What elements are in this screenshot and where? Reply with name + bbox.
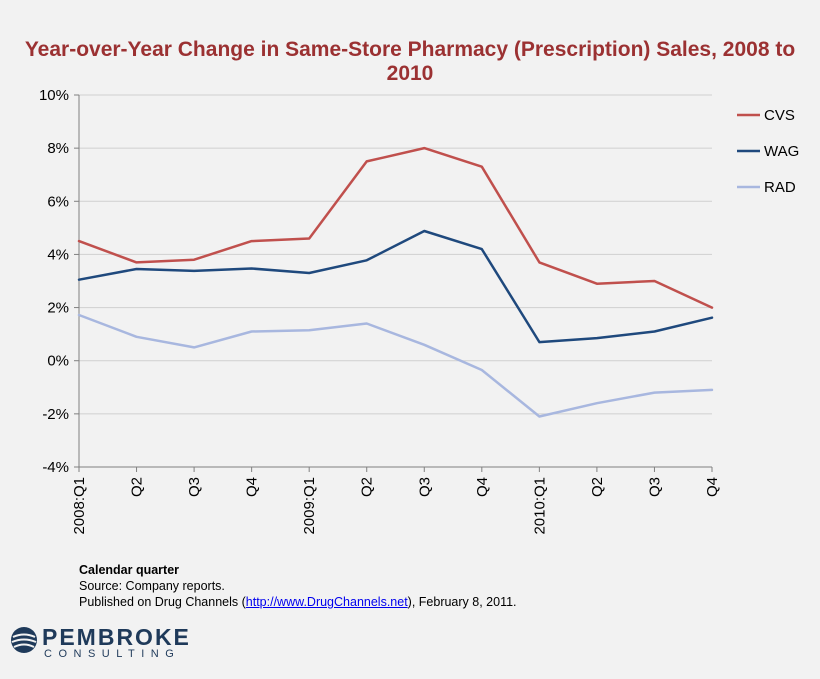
x-tick-label: Q2 bbox=[589, 477, 606, 497]
logo-name: PEMBROKE bbox=[42, 624, 191, 650]
published-note: Published on Drug Channels (http://www.D… bbox=[79, 594, 517, 610]
x-tick-label: 2010:Q1 bbox=[531, 477, 548, 535]
axes: -4% -2% 0% 2% 4% 6% 8% 10% 2008:Q1 Q2 Q3 Q4 2009:Q1 Q… bbox=[39, 87, 721, 535]
chart-title: Year-over-Year Change in Same-Store Phar… bbox=[24, 38, 796, 85]
x-tick-label: Q4 bbox=[474, 477, 491, 497]
logo-subtitle: CONSULTING bbox=[44, 648, 181, 660]
gridlines bbox=[79, 94, 712, 468]
x-tick-label: 2008:Q1 bbox=[71, 477, 88, 535]
series-lines bbox=[77, 146, 714, 418]
x-axis-label: Calendar quarter bbox=[79, 563, 180, 577]
y-tick-label: 2% bbox=[47, 300, 69, 317]
y-tick-label: 6% bbox=[47, 193, 69, 210]
source-note: Source: Company reports. bbox=[79, 579, 225, 593]
x-tick-label: Q3 bbox=[186, 477, 203, 497]
x-tick-label: 2009:Q1 bbox=[301, 477, 318, 535]
legend-label-wag: WAG bbox=[764, 143, 799, 160]
legend: CVS WAG RAD bbox=[737, 107, 799, 196]
y-tick-label: 4% bbox=[47, 246, 69, 263]
plot-area bbox=[79, 95, 712, 467]
y-tick-label: -4% bbox=[42, 459, 69, 476]
legend-label-rad: RAD bbox=[764, 179, 796, 196]
y-tick-label: 8% bbox=[47, 140, 69, 157]
x-tick-label: Q3 bbox=[416, 477, 433, 497]
x-tick-label: Q3 bbox=[646, 477, 663, 497]
x-tick-label: Q2 bbox=[129, 477, 146, 497]
published-prefix: Published on Drug Channels ( bbox=[79, 595, 246, 609]
legend-label-cvs: CVS bbox=[764, 107, 795, 124]
y-tick-label: 0% bbox=[47, 353, 69, 370]
footnote: Calendar quarter Source: Company reports… bbox=[79, 562, 517, 610]
series-line-rad bbox=[77, 313, 714, 418]
x-tick-label: Q4 bbox=[244, 477, 261, 497]
series-line-wag bbox=[77, 229, 714, 344]
drugchannels-link[interactable]: http://www.DrugChannels.net bbox=[245, 595, 408, 609]
x-tick-label: Q2 bbox=[359, 477, 376, 497]
x-tick-label: Q4 bbox=[704, 477, 721, 497]
series-line-cvs bbox=[77, 146, 714, 309]
logo-mark-icon bbox=[11, 627, 37, 653]
pembroke-logo: PEMBROKE CONSULTING bbox=[10, 622, 189, 662]
published-suffix: ), February 8, 2011. bbox=[407, 595, 517, 609]
y-tick-label: -2% bbox=[42, 406, 69, 423]
y-tick-label: 10% bbox=[39, 87, 69, 104]
